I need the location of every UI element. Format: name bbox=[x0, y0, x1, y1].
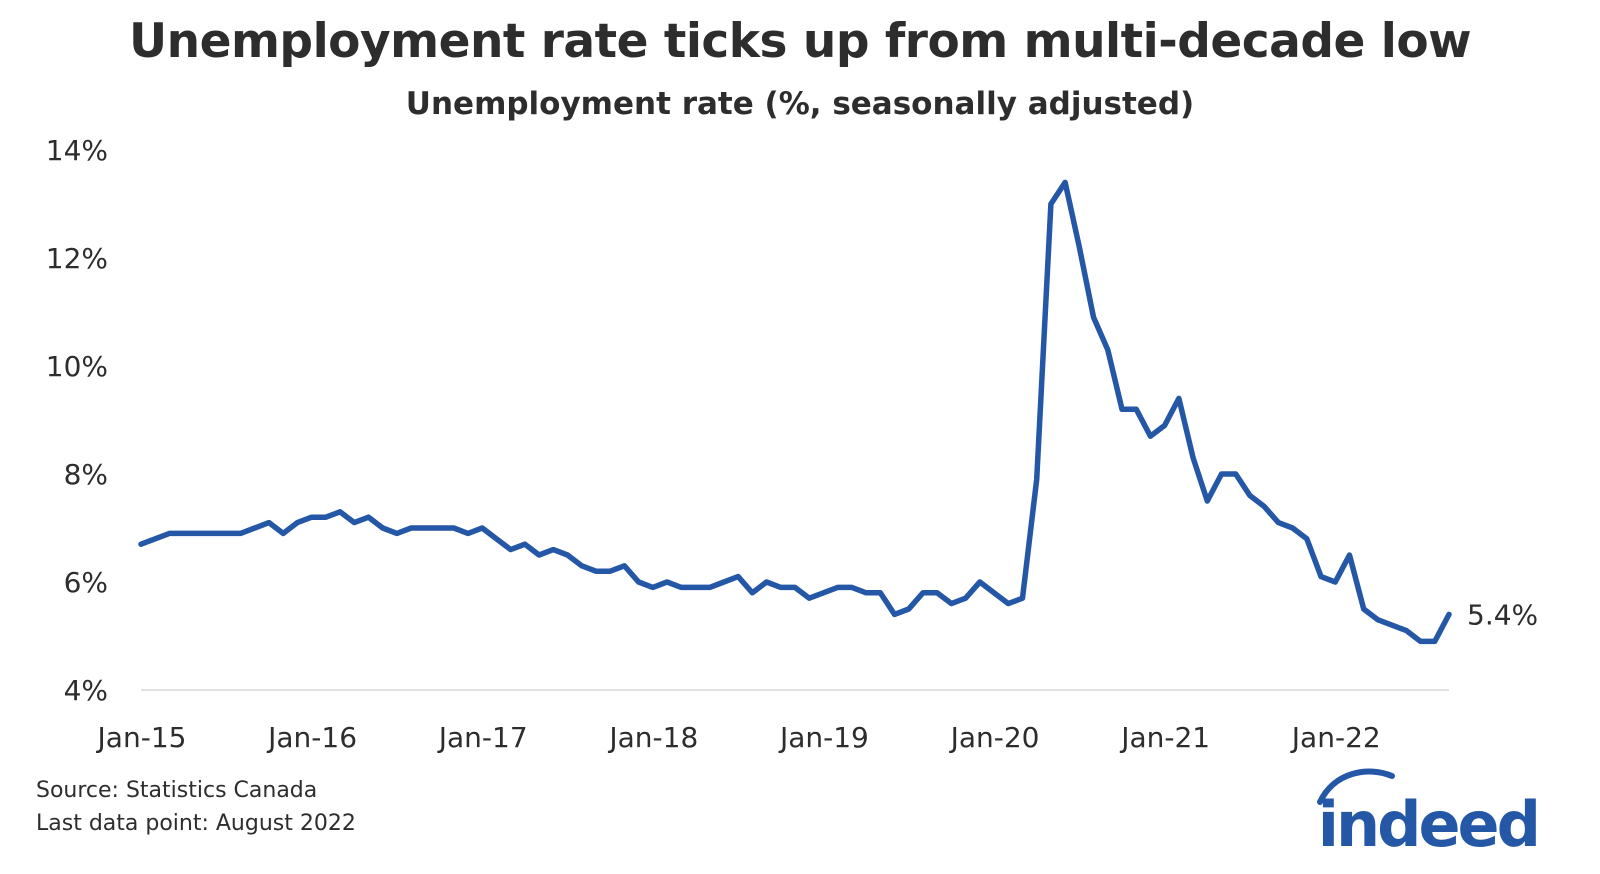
x-tick-label: Jan-15 bbox=[96, 721, 187, 754]
y-tick-label: 6% bbox=[64, 566, 108, 599]
logo-arc-icon bbox=[1317, 768, 1395, 805]
x-tick-label: Jan-20 bbox=[949, 721, 1040, 754]
x-tick-label: Jan-16 bbox=[266, 721, 357, 754]
chart-title: Unemployment rate ticks up from multi-de… bbox=[128, 14, 1472, 69]
last-value-label: 5.4% bbox=[1467, 598, 1538, 631]
y-tick-label: 12% bbox=[46, 242, 108, 275]
y-tick-label: 4% bbox=[64, 674, 108, 707]
y-axis: 4% 6% 8% 10% 12% 14% bbox=[46, 134, 108, 707]
y-tick-label: 14% bbox=[46, 134, 108, 167]
last-data-point-note: Last data point: August 2022 bbox=[36, 811, 356, 836]
x-tick-label: Jan-19 bbox=[778, 721, 869, 754]
y-tick-label: 8% bbox=[64, 458, 108, 491]
x-tick-label: Jan-22 bbox=[1290, 721, 1381, 754]
unemployment-rate-line bbox=[138, 179, 1452, 645]
x-tick-label: Jan-21 bbox=[1119, 721, 1210, 754]
indeed-logo: indeed bbox=[1298, 766, 1541, 861]
x-axis: Jan-15 Jan-16 Jan-17 Jan-18 Jan-19 Jan-20 Jan-… bbox=[96, 721, 1381, 754]
source-note: Source: Statistics Canada bbox=[36, 778, 318, 803]
x-tick-label: Jan-17 bbox=[437, 721, 528, 754]
x-tick-label: Jan-18 bbox=[607, 721, 698, 754]
logo-wordmark: indeed bbox=[1317, 788, 1541, 861]
chart-subtitle: Unemployment rate (%, seasonally adjuste… bbox=[405, 86, 1195, 122]
y-tick-label: 10% bbox=[46, 350, 108, 383]
